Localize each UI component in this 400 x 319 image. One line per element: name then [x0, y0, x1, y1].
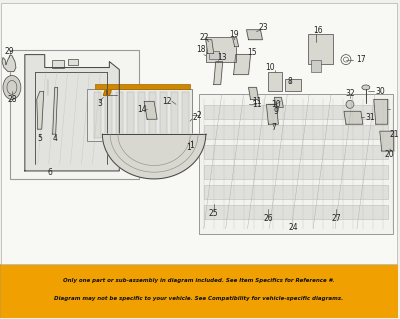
Polygon shape [206, 40, 214, 54]
Bar [204, 205, 388, 219]
Text: Diagram may not be specific to your vehicle. See Compatibility for vehicle-speci: Diagram may not be specific to your vehi… [54, 296, 344, 301]
Bar [160, 93, 167, 138]
Bar [149, 93, 156, 138]
Polygon shape [2, 56, 16, 71]
Text: 1: 1 [186, 143, 191, 152]
Bar [204, 185, 388, 199]
Text: 18: 18 [196, 45, 206, 54]
Bar [308, 34, 333, 63]
Text: 24: 24 [288, 223, 298, 232]
Polygon shape [266, 104, 278, 124]
Text: 2: 2 [192, 113, 197, 122]
Text: 19: 19 [229, 30, 238, 39]
Polygon shape [344, 111, 363, 124]
Bar [285, 79, 301, 92]
Ellipse shape [3, 76, 21, 99]
Polygon shape [144, 101, 157, 119]
Polygon shape [103, 89, 111, 95]
Text: 3: 3 [97, 99, 102, 108]
Polygon shape [374, 99, 388, 124]
Text: 29: 29 [4, 47, 14, 56]
Polygon shape [102, 134, 206, 179]
Bar [204, 165, 388, 179]
Ellipse shape [346, 100, 354, 108]
Polygon shape [248, 87, 258, 99]
Text: 25: 25 [209, 209, 218, 218]
Text: 14: 14 [137, 105, 147, 114]
Text: 11: 11 [252, 97, 261, 106]
Text: 10: 10 [272, 100, 281, 109]
Text: 28: 28 [7, 95, 17, 104]
Bar [127, 93, 134, 138]
Bar [96, 85, 190, 89]
Text: 6: 6 [47, 168, 52, 177]
Bar [182, 93, 189, 138]
Text: 22: 22 [199, 33, 208, 42]
Text: 11: 11 [252, 100, 261, 109]
Text: 20: 20 [384, 150, 394, 159]
Text: 16: 16 [313, 26, 323, 35]
Bar [209, 51, 219, 59]
Text: 30: 30 [376, 87, 386, 96]
Bar [0, 264, 398, 318]
Bar [1, 3, 397, 264]
Polygon shape [233, 38, 238, 47]
Text: 27: 27 [331, 214, 341, 223]
Bar [105, 93, 112, 138]
Bar [206, 37, 236, 62]
Text: 23: 23 [259, 23, 268, 32]
Bar [138, 93, 145, 138]
Text: 21: 21 [390, 130, 399, 139]
Bar [68, 59, 78, 64]
Bar [88, 89, 192, 141]
Polygon shape [246, 30, 262, 40]
Text: 7: 7 [271, 123, 276, 132]
Bar [199, 94, 393, 234]
Polygon shape [214, 62, 223, 85]
Text: 1: 1 [190, 141, 194, 150]
Bar [204, 145, 388, 159]
Bar [171, 93, 178, 138]
Bar [94, 93, 102, 138]
Text: 17: 17 [356, 55, 366, 64]
Text: 12: 12 [162, 97, 172, 106]
Polygon shape [37, 92, 44, 129]
Bar [10, 50, 139, 179]
Polygon shape [234, 55, 250, 75]
Text: 4: 4 [52, 134, 57, 143]
Bar [116, 93, 123, 138]
Bar [311, 60, 321, 71]
Ellipse shape [362, 85, 370, 90]
Bar [268, 71, 282, 92]
Polygon shape [380, 131, 394, 151]
Polygon shape [274, 97, 283, 107]
Text: 26: 26 [264, 214, 273, 223]
Text: Only one part or sub-assembly in diagram included. See Item Specifics for Refere: Only one part or sub-assembly in diagram… [63, 278, 335, 283]
Text: 9: 9 [274, 107, 279, 116]
Bar [204, 125, 388, 139]
Bar [204, 105, 388, 119]
Text: 8: 8 [288, 77, 293, 86]
Polygon shape [25, 55, 119, 171]
Text: 32: 32 [345, 89, 355, 98]
Text: 2: 2 [196, 111, 201, 120]
Polygon shape [53, 87, 58, 134]
Text: 31: 31 [366, 113, 376, 122]
Text: 10: 10 [266, 63, 275, 72]
Text: 15: 15 [247, 48, 256, 57]
Bar [52, 60, 64, 68]
Text: 5: 5 [37, 134, 42, 143]
Text: 13: 13 [217, 53, 226, 62]
